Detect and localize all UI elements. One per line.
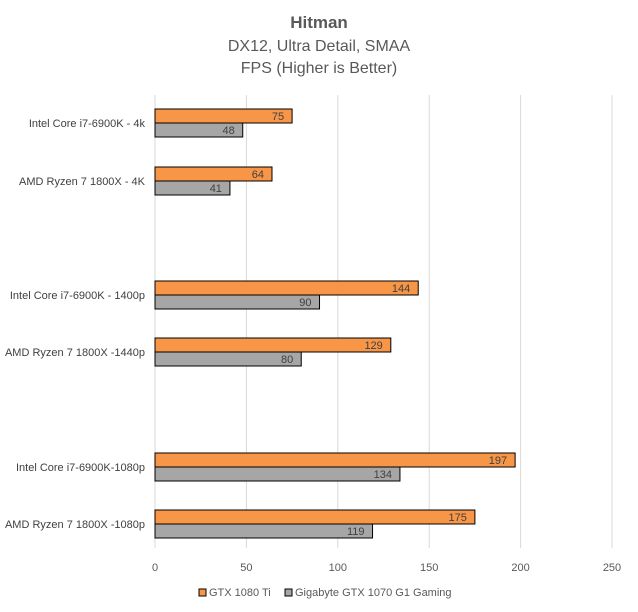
category-label: AMD Ryzen 7 1800X - 4K [19, 176, 146, 188]
legend-label-gtx-1070: Gigabyte GTX 1070 G1 Gaming [295, 587, 452, 599]
bar [154, 337, 392, 353]
x-tick-label: 50 [240, 562, 252, 574]
bar [154, 351, 302, 367]
data-label: 175 [449, 512, 467, 524]
x-tick-label: 100 [329, 562, 347, 574]
x-tick-label: 200 [511, 562, 529, 574]
legend-swatch-gtx-1070 [284, 588, 293, 597]
bar [154, 280, 419, 296]
data-label: 80 [281, 354, 293, 366]
x-tick-label: 0 [152, 562, 158, 574]
bar [154, 509, 476, 525]
category-label: AMD Ryzen 7 1800X -1440p [5, 347, 145, 359]
data-label: 64 [252, 169, 264, 181]
category-label: Intel Core i7-6900K-1080p [16, 462, 145, 474]
data-label: 41 [210, 183, 222, 195]
data-label: 134 [374, 469, 392, 481]
legend-swatch-gtx-1080-ti [198, 588, 207, 597]
legend-label-gtx-1080-ti: GTX 1080 Ti [209, 587, 271, 599]
bars [154, 108, 516, 539]
bar [154, 523, 374, 539]
bar [154, 180, 231, 196]
data-label: 75 [272, 111, 284, 123]
x-tick-label: 150 [420, 562, 438, 574]
data-label: 119 [347, 526, 365, 538]
chart-title: Hitman [290, 13, 348, 32]
category-label: AMD Ryzen 7 1800X -1080p [5, 519, 145, 531]
category-labels: Intel Core i7-6900K - 4k AMD Ryzen 7 1800… [5, 118, 146, 531]
data-label: 144 [392, 283, 410, 295]
data-labels: 75 48 64 41 144 90 129 80 197 134 175 119 [210, 111, 507, 538]
x-tick-label: 250 [603, 562, 621, 574]
legend: GTX 1080 Ti Gigabyte GTX 1070 G1 Gaming [198, 587, 452, 599]
data-label: 90 [299, 297, 311, 309]
category-label: Intel Core i7-6900K - 4k [29, 118, 146, 130]
chart-subtitle-line-1: DX12, Ultra Detail, SMAA [228, 38, 411, 55]
category-label: Intel Core i7-6900K - 1400p [10, 290, 145, 302]
x-axis-tick-labels: 0 50 100 150 200 250 [152, 562, 621, 574]
chart-subtitle-line-2: FPS (Higher is Better) [241, 60, 397, 77]
data-label: 197 [489, 455, 507, 467]
data-label: 48 [222, 125, 234, 137]
bar [154, 294, 321, 310]
bar [154, 452, 516, 468]
bar [154, 122, 244, 138]
bar [154, 466, 401, 482]
data-label: 129 [364, 340, 382, 352]
